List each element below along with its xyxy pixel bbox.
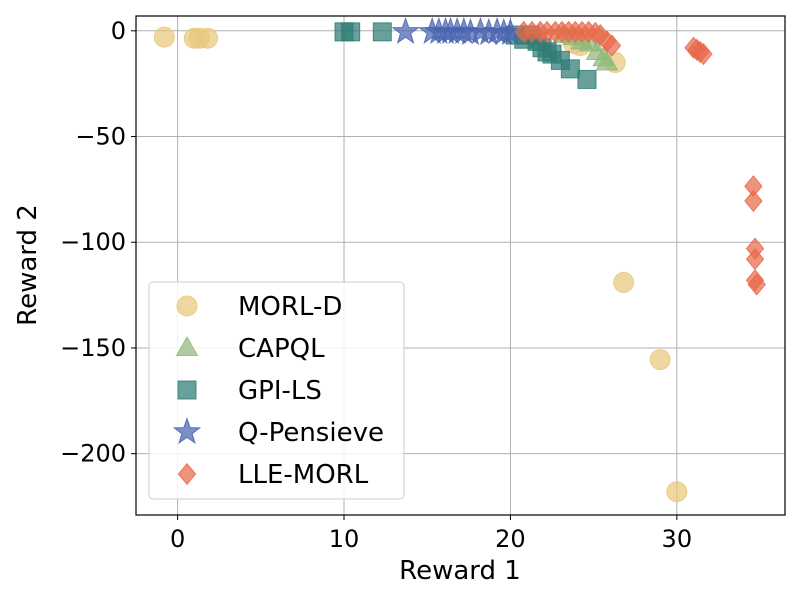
plot-frame xyxy=(135,15,786,516)
data-point xyxy=(602,34,622,57)
legend-label: Q-Pensieve xyxy=(238,418,384,448)
data-point xyxy=(595,50,619,71)
legend-label: MORL-D xyxy=(238,292,342,322)
legend-label: CAPQL xyxy=(238,334,325,364)
data-point xyxy=(153,26,175,48)
y-tick-label: −200 xyxy=(60,440,126,468)
legend-marker xyxy=(175,335,199,356)
y-tick-label: −50 xyxy=(75,123,126,151)
data-point xyxy=(613,271,635,293)
legend-marker xyxy=(172,416,202,445)
data-point xyxy=(666,481,688,503)
legend-label: GPI-LS xyxy=(238,376,322,406)
y-tick-label: −150 xyxy=(60,334,126,362)
series-q-pensieve xyxy=(391,16,525,46)
y-tick-label: 0 xyxy=(111,17,126,45)
data-point xyxy=(649,349,671,371)
legend-label: LLE-MORL xyxy=(238,460,369,490)
series-lle-morl xyxy=(514,20,766,296)
data-point xyxy=(197,27,219,49)
data-point xyxy=(577,69,597,89)
legend-marker xyxy=(177,380,197,400)
data-point xyxy=(391,16,420,45)
data-point xyxy=(372,22,392,42)
data-point xyxy=(744,189,763,213)
x-tick-label: 10 xyxy=(329,525,360,553)
data-point xyxy=(560,59,580,79)
y-tick-label: −100 xyxy=(60,228,126,256)
legend-marker xyxy=(176,295,198,317)
x-tick-label: 0 xyxy=(170,525,185,553)
data-point xyxy=(341,22,361,42)
legend-box xyxy=(148,281,405,500)
legend: MORL-D CAPQL GPI-LS Q-Pensieve LLE-MORL xyxy=(148,281,405,500)
x-axis-label: Reward 1 xyxy=(399,556,521,586)
data-points xyxy=(153,16,766,503)
legend-marker xyxy=(177,462,197,486)
data-point xyxy=(694,42,713,66)
x-tick-label: 20 xyxy=(495,525,526,553)
axis-ticks: 0 10 20 30 0 −50 −100 −150 −200 xyxy=(60,17,692,553)
y-axis-label: Reward 2 xyxy=(13,204,43,326)
x-tick-label: 30 xyxy=(662,525,693,553)
data-point xyxy=(747,273,766,296)
